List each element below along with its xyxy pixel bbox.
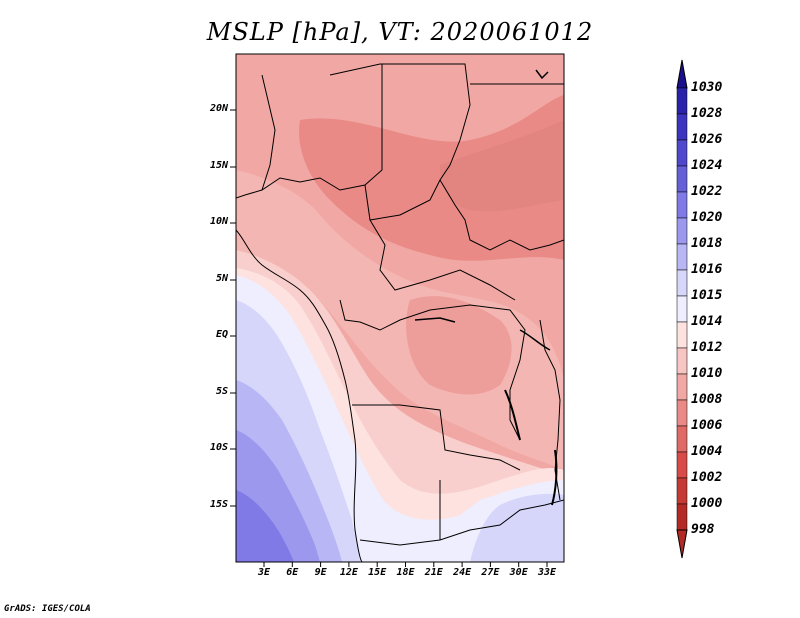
colorbar-label: 1030 bbox=[691, 80, 723, 95]
border-sudan bbox=[439, 179, 564, 251]
lake-victoria bbox=[519, 329, 551, 351]
lat-label: 5S bbox=[215, 386, 228, 397]
colorbar-segment bbox=[676, 347, 688, 375]
colorbar-segment bbox=[676, 373, 688, 401]
field-1020 bbox=[236, 490, 294, 562]
border-mali bbox=[261, 74, 276, 191]
colorbar-label: 1008 bbox=[691, 392, 723, 407]
lon-label: 30E bbox=[509, 567, 528, 578]
colorbar-label: 998 bbox=[691, 522, 715, 537]
lon-label: 27E bbox=[481, 567, 500, 578]
colorbar-segment bbox=[676, 399, 688, 427]
lon-label: 18E bbox=[396, 567, 415, 578]
colorbar-label: 1012 bbox=[691, 340, 723, 355]
colorbar-label: 1002 bbox=[691, 470, 723, 485]
colorbar bbox=[676, 59, 688, 559]
border-sahel bbox=[236, 64, 383, 199]
lat-label: 15S bbox=[209, 499, 228, 510]
border-niger-chad bbox=[329, 63, 471, 221]
map-frame bbox=[235, 53, 565, 563]
lat-label: 5N bbox=[215, 273, 228, 284]
colorbar-segment bbox=[676, 243, 688, 271]
field-1006 bbox=[299, 95, 564, 261]
colorbar-segment bbox=[676, 191, 688, 219]
colorbar-bottom-arrow bbox=[676, 529, 688, 559]
map-title: MSLP [hPa], VT: 2020061012 bbox=[206, 18, 594, 46]
colorbar-top-arrow bbox=[676, 59, 688, 89]
lat-label: 15N bbox=[209, 160, 228, 171]
pressure-field bbox=[236, 54, 564, 562]
lon-label: 12E bbox=[339, 567, 358, 578]
colorbar-label: 1028 bbox=[691, 106, 723, 121]
colorbar-segment bbox=[676, 295, 688, 323]
border-namibia bbox=[359, 499, 564, 546]
field-1005 bbox=[440, 120, 564, 212]
colorbar-label: 1014 bbox=[691, 314, 723, 329]
colorbar-label: 1024 bbox=[691, 158, 723, 173]
colorbar-label: 1026 bbox=[691, 132, 723, 147]
field-1008b bbox=[406, 296, 512, 395]
lake-tanganyika bbox=[504, 389, 521, 441]
lon-label: 24E bbox=[453, 567, 472, 578]
colorbar-segment bbox=[676, 503, 688, 531]
colorbar-label: 1006 bbox=[691, 418, 723, 433]
colorbar-segment bbox=[676, 165, 688, 193]
lake-malawi bbox=[551, 449, 558, 506]
lat-label: 20N bbox=[209, 103, 228, 114]
coastline-west bbox=[236, 229, 363, 562]
colorbar-segment bbox=[676, 139, 688, 167]
lon-label: 15E bbox=[368, 567, 387, 578]
colorbar-label: 1018 bbox=[691, 236, 723, 251]
colorbar-label: 1015 bbox=[691, 288, 723, 303]
field-1015-east bbox=[470, 493, 564, 562]
border-car bbox=[369, 219, 516, 301]
nile-delta bbox=[535, 69, 549, 80]
lon-ticks bbox=[263, 562, 548, 567]
lon-label: 3E bbox=[257, 567, 271, 578]
colorbar-label: 1016 bbox=[691, 262, 723, 277]
colorbar-segment bbox=[676, 321, 688, 349]
lon-label: 21E bbox=[424, 567, 443, 578]
colorbar-label: 1004 bbox=[691, 444, 723, 459]
colorbar-segment bbox=[676, 113, 688, 141]
border-east bbox=[539, 319, 561, 501]
river-congo bbox=[414, 317, 456, 323]
colorbar-label: 1022 bbox=[691, 184, 723, 199]
lon-label: 6E bbox=[286, 567, 299, 578]
lat-label: EQ bbox=[215, 329, 228, 340]
boundaries bbox=[236, 63, 564, 562]
lat-ticks bbox=[230, 109, 236, 507]
colorbar-label: 1010 bbox=[691, 366, 723, 381]
colorbar-label: 1020 bbox=[691, 210, 723, 225]
colorbar-segment bbox=[676, 451, 688, 479]
lat-label: 10S bbox=[209, 442, 228, 453]
colorbar-label: 1000 bbox=[691, 496, 723, 511]
lon-label: 33E bbox=[537, 567, 557, 578]
lon-label: 9E bbox=[314, 567, 327, 578]
border-angola-zambia bbox=[352, 404, 521, 471]
colorbar-segment bbox=[676, 87, 688, 115]
border-congo bbox=[339, 299, 526, 441]
colorbar-segment bbox=[676, 425, 688, 453]
colorbar-segment bbox=[676, 269, 688, 297]
footer-credit: GrADS: IGES/COLA bbox=[4, 604, 91, 614]
colorbar-segment bbox=[676, 477, 688, 505]
colorbar-segment bbox=[676, 217, 688, 245]
lat-label: 10N bbox=[209, 216, 228, 227]
